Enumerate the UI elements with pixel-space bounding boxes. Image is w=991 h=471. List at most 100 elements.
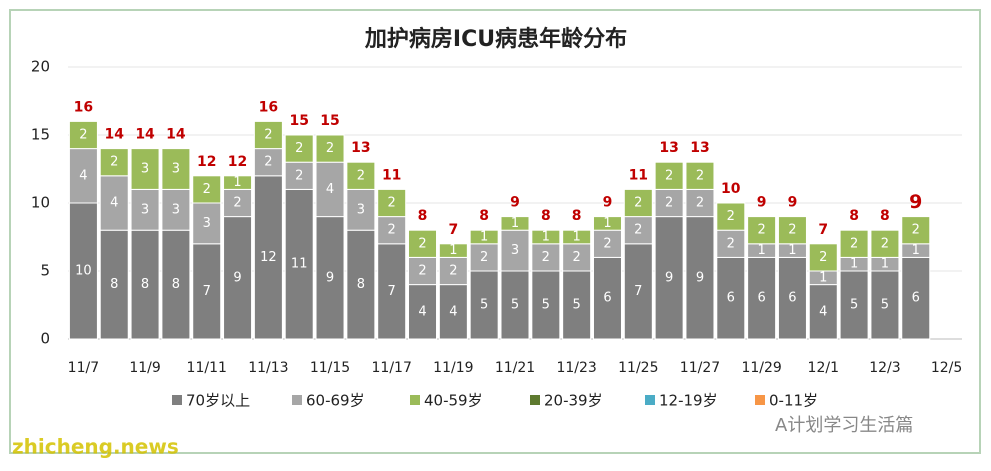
total-label: 8 [541,208,551,224]
bar-segment [654,216,684,340]
bar-segment [901,216,931,245]
bar-segment [346,229,376,340]
total-label: 7 [448,222,458,238]
x-tick-label: 11/17 [372,360,412,376]
data-label: 5 [881,298,889,313]
x-tick-label: 12/3 [869,360,900,376]
bar-segment [223,216,253,340]
legend-swatch [645,395,655,405]
bar-segment [654,161,684,190]
bar-segment [253,148,283,177]
total-label: 13 [690,140,709,156]
data-label: 8 [141,277,149,292]
x-tick-label: 12/1 [808,360,839,376]
bar-segment [870,229,900,258]
data-label: 5 [511,298,519,313]
bar-segment [223,188,253,218]
bar-segment [839,229,869,258]
bar-segment [531,243,561,272]
bar-segment [68,202,98,340]
bar-segment [315,134,345,163]
bar-segment [192,202,222,245]
bar-segment [808,243,838,272]
data-label: 4 [449,304,457,319]
data-label: 7 [634,284,642,299]
data-label: 5 [480,298,488,313]
bar-segment [192,175,222,204]
x-tick-label: 11/27 [680,360,720,376]
data-label: 1 [603,216,611,231]
data-label: 1 [757,243,765,258]
data-label: 1 [233,175,241,190]
bar-segment [777,216,807,245]
legend-swatch [292,395,302,405]
data-label: 5 [850,298,858,313]
data-label: 3 [172,202,180,217]
bar-segment [253,175,283,340]
legend-swatch [172,395,182,405]
x-tick-label: 11/15 [310,360,350,376]
total-label: 8 [880,208,890,224]
x-tick-label: 11/23 [556,360,596,376]
x-tick-label: 11/19 [433,360,473,376]
data-label: 9 [665,270,673,285]
bar-segment [500,216,530,231]
data-label: 1 [542,230,550,245]
data-label: 1 [912,243,920,258]
data-label: 9 [233,270,241,285]
data-label: 1 [819,270,827,285]
data-label: 2 [881,236,889,251]
data-label: 3 [141,162,149,177]
data-label: 2 [110,155,118,170]
total-label: 9 [603,195,613,211]
data-label: 2 [295,168,303,183]
bar-segment [284,161,314,190]
bar-segment [130,148,160,190]
data-label: 2 [603,236,611,251]
bar-segment [777,256,807,340]
bar-segment [284,134,314,163]
x-tick-label: 11/21 [495,360,535,376]
legend-label: 12-19岁 [659,392,718,410]
bar-segment [716,202,746,231]
data-label: 2 [480,250,488,265]
data-label: 2 [357,168,365,183]
bar-segment [253,120,283,150]
data-label: 6 [788,291,796,306]
y-tick-label: 5 [40,262,50,280]
total-label: 8 [479,208,489,224]
data-label: 3 [203,216,211,231]
bar-segment [654,188,684,218]
total-label: 14 [166,127,186,143]
total-label: 9 [909,191,922,213]
bar-segment [592,229,622,258]
chart-title: 加护病房ICU病患年龄分布 [364,26,627,52]
total-label: 8 [418,208,428,224]
bar-segment [408,256,438,286]
bar-segment [531,270,561,340]
data-label: 2 [542,250,550,265]
watermark: A计划学习生活篇 [775,415,913,436]
data-label: 1 [573,230,581,245]
data-label: 2 [264,155,272,170]
data-label: 2 [326,141,334,156]
data-label: 4 [819,304,827,319]
total-label: 9 [788,195,798,211]
data-label: 7 [388,284,396,299]
total-label: 15 [289,113,308,129]
data-label: 10 [75,264,92,279]
total-label: 10 [721,181,741,197]
bar-segment [469,229,499,245]
data-label: 2 [850,236,858,251]
bar-segment [223,175,253,190]
legend-swatch [755,395,765,405]
data-label: 2 [233,196,241,211]
data-label: 1 [788,243,796,258]
y-tick-label: 15 [31,126,50,144]
bar-segment [562,270,592,340]
data-label: 2 [573,250,581,265]
bar-segment [562,229,592,245]
data-label: 4 [326,182,334,197]
legend-label: 0-11岁 [769,392,818,410]
